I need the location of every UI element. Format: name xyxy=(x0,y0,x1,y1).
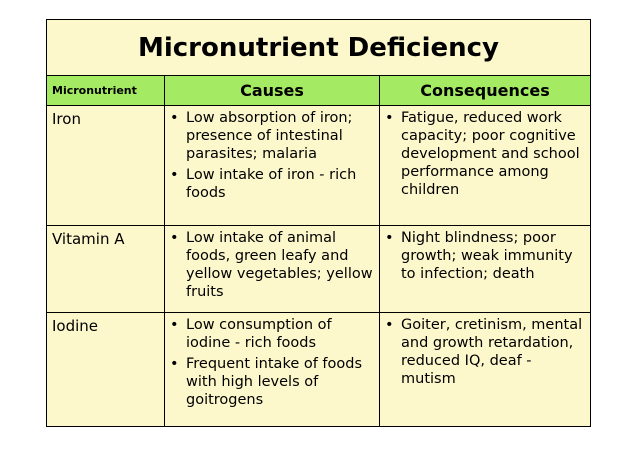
micronutrient-table: Micronutrient Deficiency Micronutrient C… xyxy=(46,19,591,427)
list-item: • Low intake of iron - rich foods xyxy=(170,167,357,201)
bullet-icon: • xyxy=(170,110,179,126)
row-name: Iodine xyxy=(46,312,165,427)
causes-cell: • Low consumption of iodine - rich foods … xyxy=(164,312,380,427)
bullet-icon: • xyxy=(385,230,394,246)
consequences-cell: • Night blindness; poor growth; weak immu… xyxy=(379,225,591,313)
list-item: • Low intake of animal foods, green leafy… xyxy=(170,230,373,300)
row-name: Vitamin A xyxy=(46,225,165,313)
table-row: Vitamin A • Low intake of animal foods, g… xyxy=(46,225,591,313)
list-item: • Fatigue, reduced work capacity; poor co… xyxy=(385,110,580,198)
bullet-icon: • xyxy=(385,317,394,333)
table-row: Iodine • Low consumption of iodine - rich… xyxy=(46,312,591,427)
bullet-icon: • xyxy=(170,317,179,333)
bullet-icon: • xyxy=(385,110,394,126)
consequences-cell: • Fatigue, reduced work capacity; poor co… xyxy=(379,105,591,226)
list-item: • Night blindness; poor growth; weak immu… xyxy=(385,230,573,282)
header-row: Micronutrient Causes Consequences xyxy=(46,75,591,106)
header-micronutrient: Micronutrient xyxy=(46,75,165,106)
bullet-icon: • xyxy=(170,230,179,246)
causes-cell: • Low intake of animal foods, green leafy… xyxy=(164,225,380,313)
table-row: Iron • Low absorption of iron; presence o… xyxy=(46,105,591,226)
header-causes: Causes xyxy=(164,75,380,106)
bullet-icon: • xyxy=(170,167,179,183)
table-title: Micronutrient Deficiency xyxy=(46,19,591,76)
consequences-cell: • Goiter, cretinism, mental and growth re… xyxy=(379,312,591,427)
list-item: • Frequent intake of foods with high leve… xyxy=(170,356,363,408)
list-item: • Goiter, cretinism, mental and growth re… xyxy=(385,317,583,387)
row-name: Iron xyxy=(46,105,165,226)
list-item: • Low consumption of iodine - rich foods xyxy=(170,317,332,351)
causes-cell: • Low absorption of iron; presence of int… xyxy=(164,105,380,226)
header-consequences: Consequences xyxy=(379,75,591,106)
list-item: • Low absorption of iron; presence of int… xyxy=(170,110,353,162)
bullet-icon: • xyxy=(170,356,179,372)
